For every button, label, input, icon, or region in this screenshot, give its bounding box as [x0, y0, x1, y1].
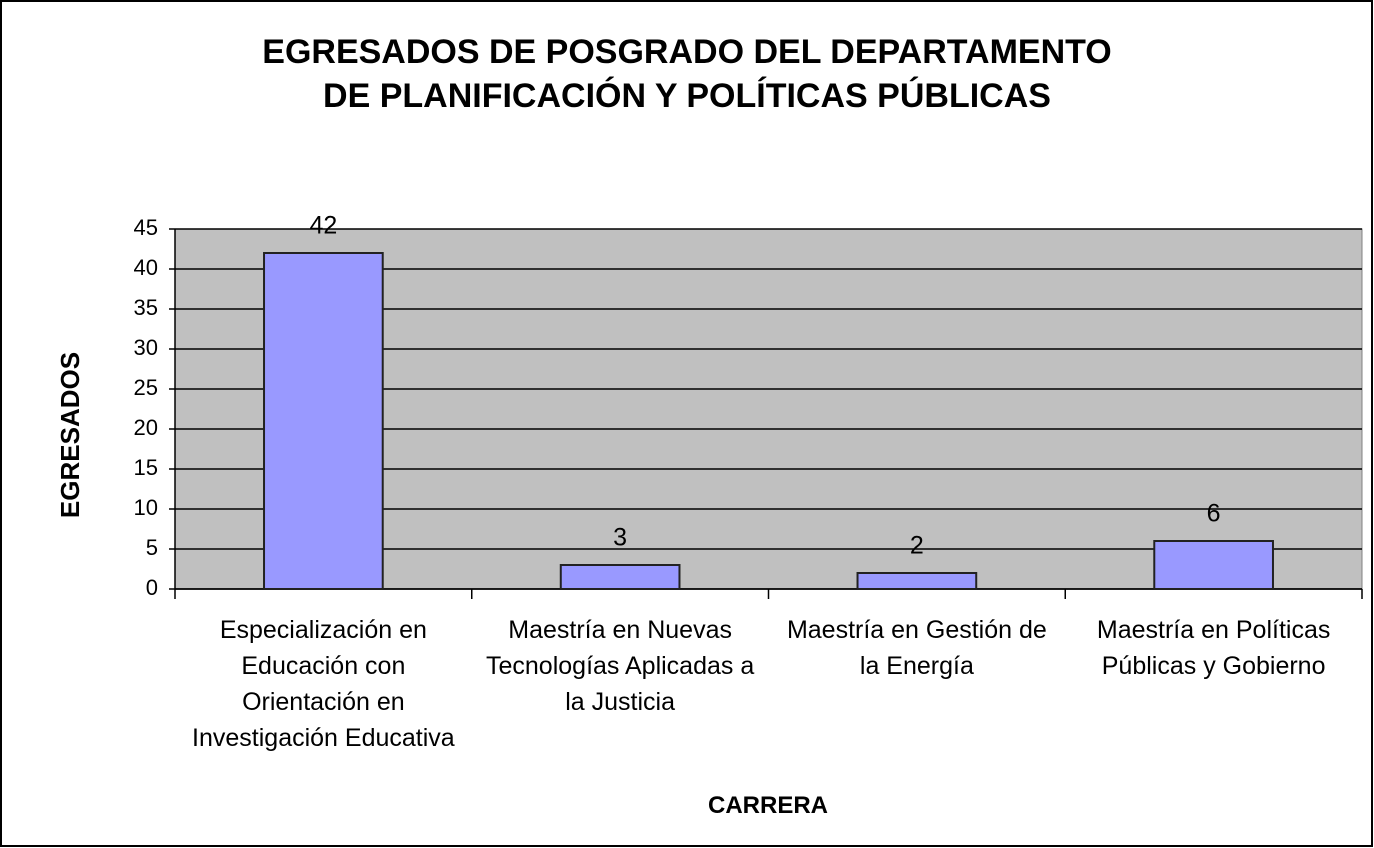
- y-tick-label: 25: [134, 375, 158, 400]
- data-label: 3: [613, 524, 627, 552]
- y-tick-label: 15: [134, 455, 158, 480]
- x-tick-label: Especialización en Educación con Orienta…: [192, 616, 455, 752]
- y-tick-label: 30: [134, 335, 158, 360]
- y-tick-label: 45: [134, 215, 158, 240]
- data-label: 2: [910, 532, 924, 560]
- bar: [263, 252, 384, 590]
- y-tick-label: 20: [134, 415, 158, 440]
- y-axis-label: EGRESADOS: [55, 352, 85, 518]
- x-tick-label: Maestría en Gestión de la Energía: [786, 616, 1047, 680]
- y-tick-label: 35: [134, 295, 158, 320]
- y-tick-label: 5: [146, 535, 158, 560]
- y-tick-label: 0: [146, 575, 158, 600]
- bar: [1153, 540, 1274, 590]
- bar: [856, 572, 978, 590]
- x-tick-label: Maestría en Nuevas Tecnologías Aplicadas…: [486, 616, 755, 716]
- data-label: 42: [309, 212, 337, 240]
- data-label: 6: [1207, 500, 1221, 528]
- x-tick-label: Maestría en Políticas Públicas y Gobiern…: [1096, 616, 1331, 680]
- x-axis-label: CARRERA: [708, 792, 828, 819]
- y-tick-label: 10: [134, 495, 158, 520]
- chart-title: EGRESADOS DE POSGRADO DEL DEPARTAMENTO D…: [262, 33, 1112, 115]
- bar: [559, 564, 681, 590]
- y-tick-label: 40: [134, 255, 158, 280]
